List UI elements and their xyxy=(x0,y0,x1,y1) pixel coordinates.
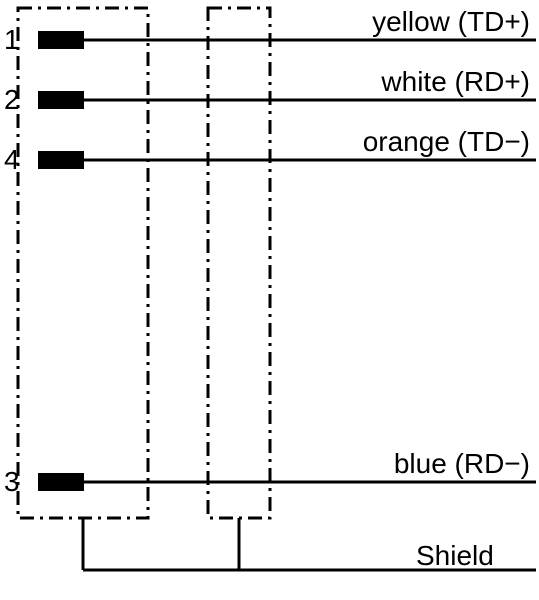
pin-number-4: 4 xyxy=(4,144,20,176)
pin-block-4 xyxy=(38,151,84,169)
pin-block-1 xyxy=(38,31,84,49)
pin-block-2 xyxy=(38,91,84,109)
pin-number-1: 1 xyxy=(4,24,20,56)
wire-label-4: orange (TD−) xyxy=(363,126,530,158)
pin-number-2: 2 xyxy=(4,84,20,116)
wire-label-2: white (RD+) xyxy=(381,66,530,98)
shield-label: Shield xyxy=(416,540,494,572)
shield-outline xyxy=(208,8,270,518)
wire-label-1: yellow (TD+) xyxy=(372,6,530,38)
pin-number-3: 3 xyxy=(4,466,20,498)
wire-label-3: blue (RD−) xyxy=(394,448,530,480)
pin-block-3 xyxy=(38,473,84,491)
connector-outline xyxy=(18,8,148,518)
